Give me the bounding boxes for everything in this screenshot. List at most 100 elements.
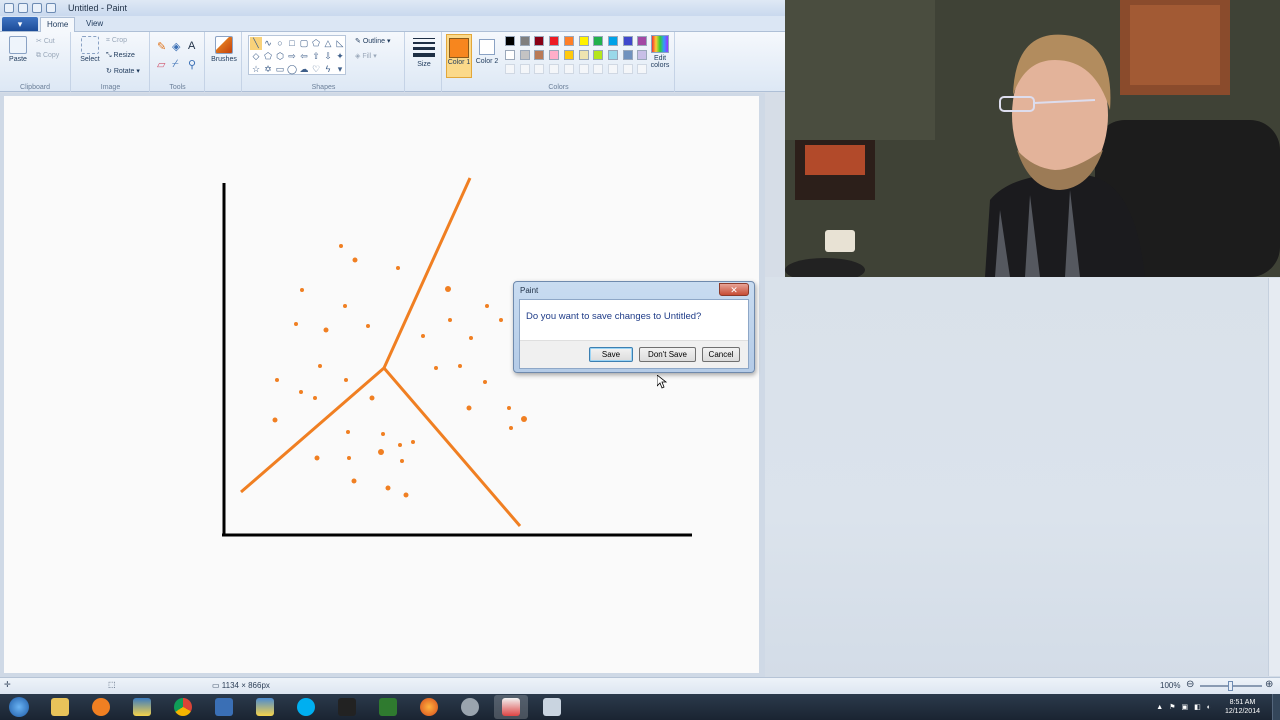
line-shape-icon[interactable]: ╲: [250, 37, 262, 50]
zoom-in-button[interactable]: ⊕: [1265, 679, 1274, 690]
palette-swatch[interactable]: [534, 36, 545, 46]
custom-color-slot[interactable]: [637, 64, 648, 74]
python-taskbar-icon[interactable]: [125, 695, 159, 719]
dialog-close-button[interactable]: ✕: [719, 283, 749, 296]
heart-shape-icon[interactable]: ♡: [311, 64, 321, 74]
custom-color-slot[interactable]: [505, 64, 515, 74]
curve-shape-icon[interactable]: ∿: [264, 38, 272, 48]
fill-dropdown[interactable]: ◈ Fill ▾: [355, 53, 377, 60]
explorer-taskbar-icon[interactable]: [43, 695, 77, 719]
crop-button[interactable]: ⌗ Crop: [106, 37, 128, 44]
save-quick-icon[interactable]: [18, 3, 28, 13]
palette-swatch[interactable]: [607, 36, 618, 46]
zoom-slider-thumb[interactable]: [1228, 681, 1233, 691]
oval-callout-shape-icon[interactable]: ◯: [286, 64, 298, 74]
custom-color-slot[interactable]: [607, 64, 618, 74]
zoom-out-button[interactable]: ⊖: [1186, 679, 1195, 690]
palette-swatch[interactable]: [534, 50, 545, 60]
rectangle-shape-icon[interactable]: □: [289, 38, 295, 48]
custom-color-slot[interactable]: [519, 64, 530, 74]
rounded-rectangle-shape-icon[interactable]: ▢: [299, 38, 309, 48]
resize-button[interactable]: ⤡ Resize: [106, 52, 135, 59]
palette-swatch[interactable]: [622, 50, 633, 60]
eraser-icon[interactable]: ▱: [157, 59, 166, 71]
palette-swatch[interactable]: [519, 50, 530, 60]
palette-swatch[interactable]: [578, 36, 589, 46]
clock[interactable]: 8:51 AM 12/12/2014: [1224, 699, 1260, 715]
right-triangle-shape-icon[interactable]: ◺: [336, 38, 344, 48]
custom-color-slot[interactable]: [563, 64, 574, 74]
skype-taskbar-icon[interactable]: [289, 695, 323, 719]
search-taskbar-icon[interactable]: [453, 695, 487, 719]
text-icon[interactable]: A: [188, 40, 196, 52]
terminal-taskbar-icon[interactable]: [371, 695, 405, 719]
shapes-gallery[interactable]: ╲ ∿ ○ □ ▢ ⬠ △ ◺ ◇ ⬠ ⬡ ⇨ ⇦ ⇧ ⇩ ✦ ☆ ✡ ▭ ◯ ☁ ♡ ϟ ▾: [248, 35, 346, 75]
size-button[interactable]: Size: [411, 36, 437, 68]
undo-quick-icon[interactable]: [32, 3, 42, 13]
save-button[interactable]: Save: [589, 347, 633, 362]
palette-swatch[interactable]: [505, 50, 515, 60]
palette-swatch[interactable]: [607, 50, 618, 60]
color2-button[interactable]: Color 2: [475, 34, 499, 65]
more-shapes-icon[interactable]: ▾: [337, 64, 343, 74]
palette-swatch[interactable]: [563, 36, 574, 46]
palette-swatch[interactable]: [549, 36, 560, 46]
four-point-star-shape-icon[interactable]: ✦: [336, 51, 344, 61]
palette-swatch[interactable]: [622, 36, 633, 46]
custom-color-slot[interactable]: [534, 64, 545, 74]
python-idle-taskbar-icon[interactable]: [248, 695, 282, 719]
palette-swatch[interactable]: [578, 50, 589, 60]
rounded-callout-shape-icon[interactable]: ▭: [275, 64, 285, 74]
zoom-slider[interactable]: [1200, 681, 1262, 691]
custom-color-slot[interactable]: [622, 64, 633, 74]
polygon-shape-icon[interactable]: ⬠: [312, 38, 320, 48]
drawing-canvas[interactable]: [4, 96, 759, 673]
cut-button[interactable]: ✂ Cut: [36, 38, 55, 45]
paint-alt-taskbar-icon[interactable]: [535, 695, 569, 719]
paint-taskbar-icon[interactable]: [494, 695, 528, 719]
custom-color-slot[interactable]: [578, 64, 589, 74]
select-button[interactable]: Select: [76, 36, 104, 63]
firefox-taskbar-icon[interactable]: [412, 695, 446, 719]
show-desktop-button[interactable]: [1272, 694, 1280, 720]
palette-swatch[interactable]: [505, 36, 515, 46]
right-arrow-shape-icon[interactable]: ⇨: [288, 51, 296, 61]
dont-save-button[interactable]: Don't Save: [639, 347, 696, 362]
palette-swatch[interactable]: [637, 50, 648, 60]
file-menu-button[interactable]: ▾: [2, 17, 38, 31]
lightning-shape-icon[interactable]: ϟ: [325, 64, 331, 74]
palette-swatch[interactable]: [563, 50, 574, 60]
custom-color-slot[interactable]: [549, 64, 560, 74]
color-picker-icon[interactable]: ⌿: [172, 58, 179, 70]
five-point-star-shape-icon[interactable]: ☆: [251, 64, 261, 74]
editor-taskbar-icon[interactable]: [207, 695, 241, 719]
copy-button[interactable]: ⧉ Copy: [36, 52, 60, 59]
chrome-taskbar-icon[interactable]: [166, 695, 200, 719]
media-player-taskbar-icon[interactable]: [84, 695, 118, 719]
palette-swatch[interactable]: [593, 36, 604, 46]
custom-color-slot[interactable]: [593, 64, 604, 74]
game-taskbar-icon[interactable]: [330, 695, 364, 719]
left-arrow-shape-icon[interactable]: ⇦: [300, 51, 308, 61]
six-point-star-shape-icon[interactable]: ✡: [264, 64, 272, 74]
oval-shape-icon[interactable]: ○: [277, 38, 283, 48]
down-arrow-shape-icon[interactable]: ⇩: [324, 51, 332, 61]
edit-colors-button[interactable]: Edit colors: [648, 35, 672, 69]
palette-swatch[interactable]: [637, 36, 648, 46]
tab-home[interactable]: Home: [40, 17, 76, 32]
redo-quick-icon[interactable]: [46, 3, 56, 13]
fill-icon[interactable]: ◈: [172, 41, 181, 53]
brushes-button[interactable]: Brushes: [209, 36, 239, 63]
pencil-icon[interactable]: ✎: [157, 41, 167, 53]
start-button[interactable]: [2, 695, 36, 719]
color1-button[interactable]: Color 1: [446, 34, 472, 78]
tab-view[interactable]: View: [86, 19, 104, 28]
hexagon-shape-icon[interactable]: ⬡: [276, 51, 284, 61]
system-tray-icons[interactable]: ▲⚑▣◧◐: [1156, 704, 1217, 711]
cancel-button[interactable]: Cancel: [702, 347, 740, 362]
magnifier-icon[interactable]: ⚲: [188, 59, 197, 71]
pentagon-shape-icon[interactable]: ⬠: [264, 51, 272, 61]
cloud-callout-shape-icon[interactable]: ☁: [299, 64, 309, 74]
diamond-shape-icon[interactable]: ◇: [252, 51, 260, 61]
up-arrow-shape-icon[interactable]: ⇧: [312, 51, 320, 61]
